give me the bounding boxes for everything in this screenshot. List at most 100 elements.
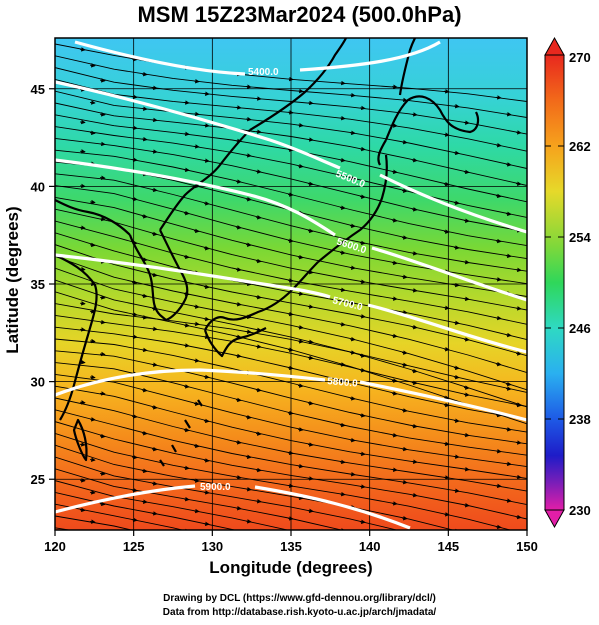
wind-arrow	[443, 347, 450, 352]
colorbar-tick-label: 238	[569, 412, 591, 427]
wind-arrow	[194, 546, 199, 547]
wind-arrow	[401, 408, 408, 413]
wind-arrow	[235, 440, 242, 445]
wind-arrow	[443, 402, 450, 408]
wind-arrow	[443, 132, 450, 137]
wind-arrow	[287, 76, 294, 82]
wind-arrow	[443, 475, 450, 480]
wind-arrow	[245, 519, 252, 524]
wind-arrow	[79, 119, 86, 125]
wind-arrow	[79, 507, 86, 513]
credit-data-source: Data from http://database.rish.kyoto-u.a…	[162, 607, 437, 618]
wind-arrow	[515, 402, 522, 408]
streamline	[55, 409, 527, 506]
wind-arrow	[444, 605, 449, 606]
wind-arrow	[339, 459, 346, 465]
colorbar-tick-label: 246	[569, 321, 591, 336]
wind-arrow	[131, 157, 138, 162]
wind-arrow	[453, 365, 460, 371]
wind-arrow	[411, 207, 418, 212]
wind-arrow	[151, 362, 158, 367]
wind-arrow	[463, 169, 470, 175]
height-contours	[55, 40, 527, 530]
wind-arrow	[203, 284, 210, 290]
wind-arrow	[235, 506, 242, 511]
wind-arrow	[339, 322, 346, 327]
y-tick-label: 40	[31, 179, 45, 194]
streamline	[55, 267, 527, 391]
y-tick-label: 35	[31, 277, 45, 292]
wind-arrow	[463, 218, 470, 223]
wind-arrow	[131, 454, 138, 460]
wind-arrow	[392, 590, 397, 591]
wind-arrow	[185, 528, 190, 530]
wind-arrow	[463, 432, 470, 438]
streamline	[55, 314, 527, 407]
wind-arrow	[203, 123, 210, 128]
wind-arrow	[131, 280, 138, 285]
wind-arrow	[339, 250, 346, 255]
wind-arrow	[463, 392, 470, 397]
wind-arrow	[131, 487, 138, 493]
streamline	[55, 444, 455, 530]
wind-arrow	[193, 321, 200, 327]
wind-arrow	[307, 476, 314, 481]
colorbar-tick-label: 230	[569, 503, 591, 518]
colorbar-tick-label: 254	[569, 230, 591, 245]
wind-arrow	[245, 329, 252, 334]
wind-arrow	[308, 595, 313, 596]
wind-arrow	[183, 465, 190, 471]
x-tick-label: 140	[359, 539, 381, 554]
wind-arrow	[193, 79, 200, 84]
wind-arrow	[359, 194, 366, 199]
streamline	[55, 421, 527, 520]
wind-arrow	[307, 137, 314, 142]
wind-arrow	[287, 483, 294, 488]
wind-arrow	[79, 442, 86, 447]
wind-arrow	[99, 78, 106, 83]
wind-arrow	[463, 337, 470, 342]
wind-arrow	[307, 181, 314, 187]
wind-arrow	[193, 401, 200, 406]
wind-arrow	[151, 511, 158, 516]
wind-arrow	[506, 593, 511, 594]
streamline	[55, 480, 290, 530]
wind-arrow	[339, 378, 346, 383]
wind-arrow	[495, 524, 502, 530]
wind-arrow	[99, 319, 106, 325]
wind-arrow	[515, 351, 522, 356]
wind-arrow	[297, 383, 304, 388]
wind-arrow	[307, 401, 314, 406]
wind-arrow	[235, 397, 242, 403]
wind-arrow	[339, 157, 346, 163]
wind-arrow	[391, 501, 398, 506]
wind-arrow	[131, 125, 138, 131]
wind-arrow	[89, 63, 96, 68]
wind-arrow	[236, 544, 241, 545]
wind-arrow	[183, 384, 190, 389]
wind-arrow	[515, 267, 522, 273]
wind-arrow	[453, 245, 460, 250]
wind-arrow	[235, 267, 242, 272]
wind-arrow	[255, 258, 262, 264]
wind-arrow	[183, 254, 190, 260]
wind-arrow	[391, 333, 398, 339]
wind-arrow	[339, 422, 346, 428]
wind-arrow	[349, 396, 356, 401]
wind-arrow	[255, 294, 262, 300]
wind-arrow	[411, 324, 418, 330]
wind-arrow	[464, 549, 469, 550]
wind-arrow	[151, 326, 158, 332]
wind-arrow	[297, 463, 304, 469]
wind-arrow	[255, 169, 262, 174]
wind-arrow	[505, 386, 512, 391]
wind-arrow	[141, 293, 148, 299]
wind-arrow	[349, 130, 356, 136]
wind-arrow	[245, 197, 252, 202]
wind-arrow	[141, 315, 148, 320]
wind-arrow	[349, 92, 356, 98]
wind-arrow	[401, 516, 408, 521]
wind-arrow	[515, 474, 522, 480]
wind-arrow	[203, 316, 210, 322]
wind-arrow	[505, 253, 512, 259]
